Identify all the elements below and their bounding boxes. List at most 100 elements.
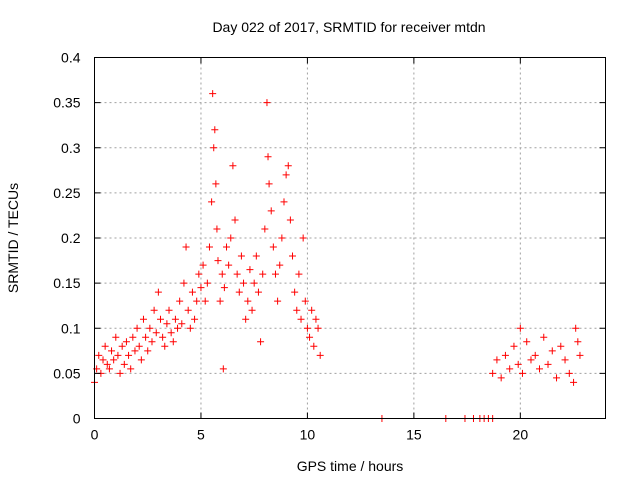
y-tick-label: 0.4 <box>61 50 81 66</box>
data-point <box>135 342 143 350</box>
data-point <box>120 360 128 368</box>
data-point <box>174 324 182 332</box>
data-point <box>306 333 314 341</box>
data-point <box>497 374 505 382</box>
data-point <box>161 342 169 350</box>
data-point <box>110 356 118 364</box>
data-point <box>244 297 252 305</box>
data-point <box>299 234 307 242</box>
axis-ticks <box>94 57 606 419</box>
data-point <box>178 320 186 328</box>
data-point <box>218 270 226 278</box>
data-point <box>186 324 194 332</box>
data-point <box>291 288 299 296</box>
data-point <box>252 252 260 260</box>
data-point <box>105 365 113 373</box>
data-point <box>212 180 220 188</box>
x-tick-label: 0 <box>91 427 99 443</box>
data-point <box>265 180 273 188</box>
data-point <box>209 90 217 98</box>
data-point <box>248 306 256 314</box>
data-point <box>289 252 297 260</box>
data-point <box>246 266 254 274</box>
data-point <box>284 162 292 170</box>
data-point <box>159 333 167 341</box>
data-point <box>527 356 535 364</box>
data-point <box>214 257 222 265</box>
data-point <box>180 279 188 287</box>
data-point <box>303 324 311 332</box>
data-point <box>152 329 160 337</box>
data-point <box>312 315 320 323</box>
data-point <box>150 306 158 314</box>
data-point <box>95 351 103 359</box>
data-point <box>259 270 267 278</box>
y-tick-label: 0 <box>73 411 81 427</box>
data-point <box>242 315 250 323</box>
data-point <box>205 243 213 251</box>
data-point <box>188 288 196 296</box>
data-point <box>225 261 233 269</box>
data-point <box>101 342 109 350</box>
data-point <box>269 243 277 251</box>
data-point <box>264 153 272 161</box>
data-point <box>561 356 569 364</box>
y-tick-label: 0.25 <box>53 185 80 201</box>
data-point <box>199 261 207 269</box>
data-point <box>257 338 265 346</box>
data-point <box>191 315 199 323</box>
data-point <box>171 315 179 323</box>
data-point <box>314 324 322 332</box>
data-point <box>516 324 524 332</box>
data-point <box>219 365 227 373</box>
data-point <box>233 270 241 278</box>
data-point <box>197 284 205 292</box>
data-point <box>165 306 173 314</box>
data-point <box>146 324 154 332</box>
chart-title: Day 022 of 2017, SRMTID for receiver mtd… <box>212 19 485 35</box>
y-tick-label: 0.2 <box>61 230 81 246</box>
data-point <box>316 351 324 359</box>
data-point <box>157 315 165 323</box>
data-point <box>548 347 556 355</box>
data-point <box>293 306 301 314</box>
data-point <box>570 378 578 386</box>
data-point <box>250 279 258 287</box>
data-point <box>510 342 518 350</box>
data-point <box>572 324 580 332</box>
data-point <box>131 347 139 355</box>
data-point <box>240 279 248 287</box>
data-point <box>176 297 184 305</box>
y-tick-label: 0.05 <box>53 365 80 381</box>
data-point <box>108 347 116 355</box>
data-point <box>103 360 111 368</box>
y-axis-label: SRMTID / TECUs <box>5 183 21 293</box>
data-point <box>169 338 177 346</box>
data-point <box>127 365 135 373</box>
data-point <box>182 243 190 251</box>
data-point <box>557 342 565 350</box>
data-point <box>263 99 271 107</box>
data-point <box>122 338 130 346</box>
data-point <box>125 351 133 359</box>
data-point <box>286 216 294 224</box>
data-point <box>267 207 275 215</box>
data-point <box>220 284 228 292</box>
data-point <box>297 315 305 323</box>
data-point <box>254 288 262 296</box>
x-tick-label: 10 <box>300 427 316 443</box>
data-point <box>116 369 124 377</box>
data-point <box>271 270 279 278</box>
x-axis-label: GPS time / hours <box>297 458 404 474</box>
data-point <box>310 342 318 350</box>
data-point <box>278 234 286 242</box>
data-point <box>216 297 224 305</box>
data-point <box>154 288 162 296</box>
data-point <box>237 252 245 260</box>
data-point <box>489 369 497 377</box>
data-point <box>276 261 284 269</box>
x-tick-label: 5 <box>197 427 205 443</box>
data-point <box>148 338 156 346</box>
